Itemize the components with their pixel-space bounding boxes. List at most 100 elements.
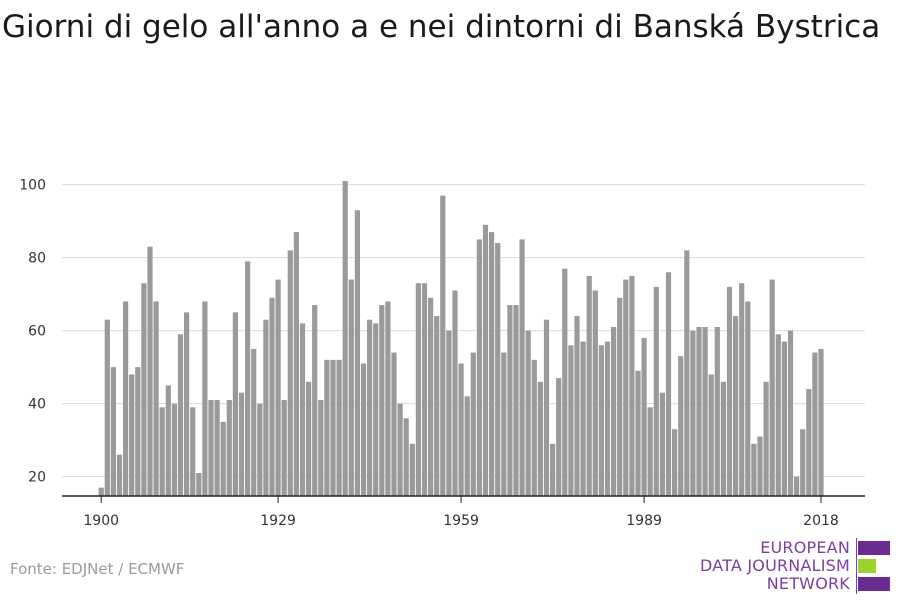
bar-2009 bbox=[763, 381, 769, 496]
bar-2010 bbox=[769, 279, 775, 496]
bar-1912 bbox=[171, 403, 177, 496]
bar-1953 bbox=[421, 283, 428, 496]
bar-1904 bbox=[123, 301, 129, 496]
bar-1971 bbox=[531, 359, 537, 496]
bar-1962 bbox=[476, 239, 482, 496]
bar-1979 bbox=[580, 341, 586, 496]
y-tick-labels: 20 40 60 80 100 bbox=[19, 178, 46, 486]
y-tick-label: 20 bbox=[28, 470, 46, 486]
bar-2005 bbox=[739, 283, 745, 496]
bar-1924 bbox=[245, 261, 251, 496]
bar-1961 bbox=[470, 352, 476, 496]
bar-1929 bbox=[275, 279, 281, 496]
bar-1990 bbox=[647, 407, 653, 496]
bar-1974 bbox=[550, 443, 556, 496]
bar-1916 bbox=[196, 473, 202, 496]
bar-1985 bbox=[617, 297, 623, 496]
bar-2002 bbox=[720, 381, 726, 496]
bar-1927 bbox=[263, 319, 269, 496]
x-tick-label: 1989 bbox=[626, 513, 662, 529]
bar-1978 bbox=[574, 316, 580, 496]
bar-1959 bbox=[458, 363, 464, 496]
bar-1958 bbox=[452, 290, 458, 496]
bar-1914 bbox=[184, 312, 190, 496]
logo-divider bbox=[856, 538, 857, 594]
bar-1972 bbox=[537, 381, 543, 496]
y-tick-label: 100 bbox=[19, 178, 46, 194]
logo-bar-purple-bottom bbox=[858, 577, 890, 591]
bar-1921 bbox=[226, 400, 232, 496]
bar-1908 bbox=[147, 246, 153, 496]
bar-1973 bbox=[543, 319, 550, 496]
bar-1928 bbox=[269, 297, 275, 496]
bar-1947 bbox=[385, 301, 391, 496]
bar-1918 bbox=[208, 400, 214, 496]
bar-1980 bbox=[586, 275, 592, 496]
bar-1943 bbox=[360, 363, 367, 496]
bar-1951 bbox=[409, 443, 415, 496]
bar-2004 bbox=[733, 316, 739, 496]
bar-1930 bbox=[281, 400, 287, 496]
bar-1920 bbox=[220, 421, 226, 496]
bar-1955 bbox=[434, 316, 440, 496]
bar-2007 bbox=[751, 443, 757, 496]
bar-1954 bbox=[428, 297, 434, 496]
bar-1936 bbox=[318, 400, 324, 496]
bar-1934 bbox=[306, 381, 312, 496]
bar-1932 bbox=[293, 232, 299, 497]
bar-1940 bbox=[342, 181, 348, 496]
bar-1917 bbox=[202, 301, 208, 496]
bar-1999 bbox=[702, 327, 708, 496]
bar-1977 bbox=[568, 345, 574, 496]
bar-1945 bbox=[373, 323, 379, 496]
bar-1960 bbox=[464, 396, 470, 496]
bar-1933 bbox=[299, 323, 306, 496]
x-tick-label: 1959 bbox=[443, 513, 479, 529]
bar-1925 bbox=[251, 348, 257, 496]
bar-1983 bbox=[604, 341, 611, 496]
bar-1992 bbox=[659, 392, 665, 496]
bar-2014 bbox=[794, 476, 800, 496]
bar-1937 bbox=[324, 359, 330, 496]
bar-2017 bbox=[812, 352, 818, 496]
bar-2012 bbox=[781, 341, 787, 496]
bar-1975 bbox=[556, 378, 562, 496]
bar-1993 bbox=[665, 272, 672, 496]
bar-1913 bbox=[177, 334, 184, 496]
source-note: Fonte: EDJNet / ECMWF bbox=[10, 560, 185, 578]
bar-1997 bbox=[690, 330, 696, 496]
y-tick-label: 40 bbox=[28, 397, 46, 413]
bar-1968 bbox=[513, 305, 519, 496]
bar-1986 bbox=[623, 279, 629, 496]
bar-1996 bbox=[684, 250, 690, 496]
bar-1919 bbox=[214, 400, 220, 496]
x-tick-labels: 1900 1929 1959 1989 2018 bbox=[83, 496, 839, 529]
bar-1991 bbox=[653, 286, 659, 496]
bar-1988 bbox=[635, 370, 641, 496]
bar-1984 bbox=[611, 327, 617, 496]
x-tick-label: 1929 bbox=[260, 513, 296, 529]
logo-bar-purple-top bbox=[858, 541, 890, 555]
logo-line-3: NETWORK bbox=[766, 574, 850, 593]
bar-1902 bbox=[110, 367, 116, 496]
bar-1915 bbox=[190, 407, 196, 496]
bar-1950 bbox=[403, 418, 409, 496]
bar-2018 bbox=[818, 348, 824, 496]
bar-1906 bbox=[135, 367, 141, 496]
bar-1939 bbox=[336, 359, 342, 496]
bar-1957 bbox=[446, 330, 452, 496]
bar-1922 bbox=[232, 312, 238, 496]
bar-1935 bbox=[312, 305, 318, 496]
bar-2003 bbox=[726, 286, 733, 496]
bar-1903 bbox=[116, 454, 123, 496]
bar-1926 bbox=[257, 403, 263, 496]
y-tick-label: 80 bbox=[28, 251, 46, 267]
bar-2001 bbox=[714, 327, 720, 496]
chart-title: Giorni di gelo all'anno a e nei dintorni… bbox=[2, 9, 881, 45]
bar-1966 bbox=[501, 352, 507, 496]
bar-1976 bbox=[562, 268, 568, 496]
bar-1963 bbox=[482, 224, 489, 496]
edjnet-logo[interactable]: EUROPEAN DATA JOURNALISM NETWORK bbox=[690, 538, 900, 594]
bar-1948 bbox=[391, 352, 397, 496]
bar-1901 bbox=[104, 319, 110, 496]
